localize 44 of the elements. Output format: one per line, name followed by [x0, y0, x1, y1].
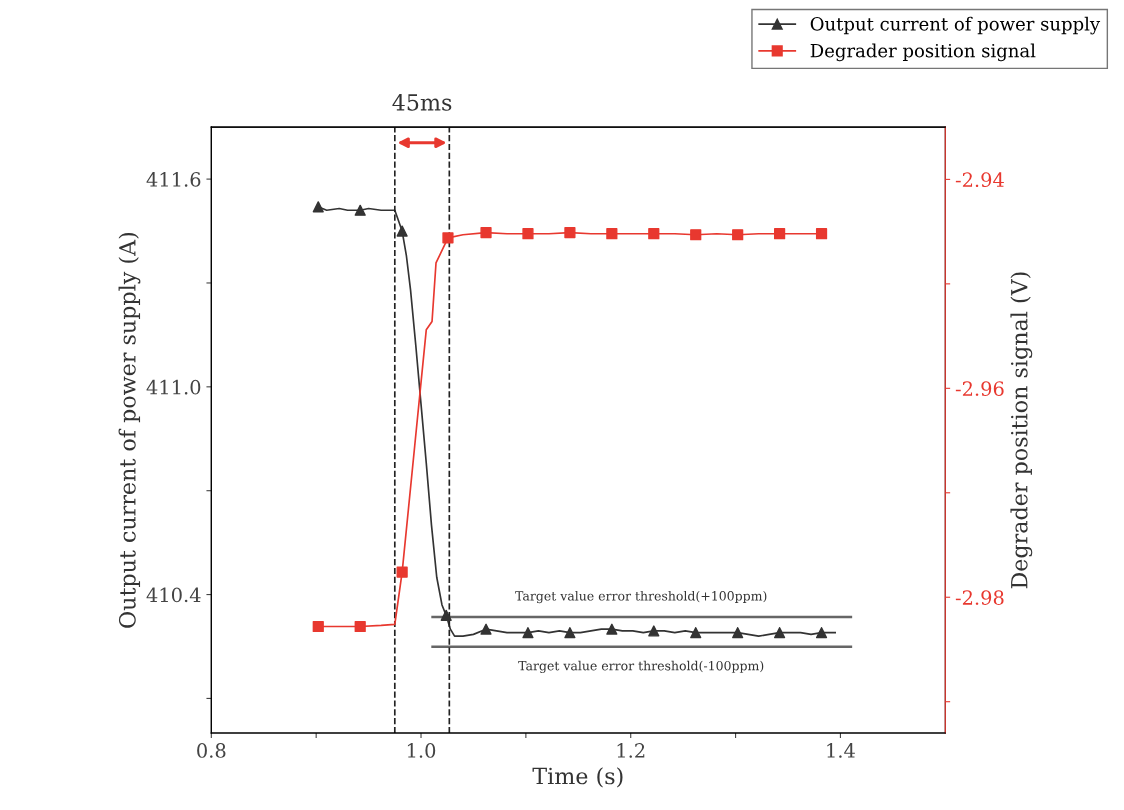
- point: [480, 623, 492, 635]
- point: [648, 625, 660, 637]
- point: [732, 627, 744, 639]
- point: [564, 227, 576, 239]
- y-tick-label: 410.4: [146, 587, 201, 603]
- annotation: Target value error threshold(+100ppm): [515, 590, 767, 604]
- x-tick-label: 1.4: [827, 743, 855, 758]
- point: [522, 627, 534, 639]
- point: [606, 228, 618, 240]
- y2-axis-title: Degrader position signal (V): [1010, 272, 1033, 589]
- y-axis-title: Output current of power supply (A): [118, 232, 141, 628]
- y2-tick-label: -2.98: [955, 590, 1004, 605]
- point: [815, 228, 828, 240]
- point: [396, 566, 408, 578]
- point: [606, 623, 618, 635]
- point: [522, 228, 534, 240]
- y-tick-label: 411.0: [146, 379, 201, 395]
- point: [774, 627, 786, 639]
- y2-tick-label: -2.96: [955, 381, 1004, 396]
- y2-tick-label: -2.94: [955, 172, 1004, 188]
- point: [648, 228, 660, 240]
- point: [440, 609, 452, 621]
- point: [312, 201, 324, 213]
- x-axis-title: Time (s): [532, 767, 623, 788]
- point: [354, 620, 366, 633]
- point: [690, 627, 702, 639]
- x-tick-label: 1.2: [617, 743, 645, 758]
- point: [690, 229, 702, 241]
- point: [815, 627, 828, 639]
- point: [732, 229, 744, 241]
- point: [564, 627, 576, 639]
- point: [774, 228, 786, 240]
- y-tick-label: 411.6: [146, 172, 201, 187]
- text: 45ms: [392, 93, 452, 111]
- legend-label: Degrader position signal: [810, 43, 1036, 62]
- point: [354, 204, 366, 216]
- annotation: Target value error threshold(-100ppm): [518, 660, 764, 674]
- point: [480, 227, 492, 239]
- point: [442, 232, 454, 244]
- x-tick-label: 1.0: [407, 743, 436, 758]
- point: [396, 225, 408, 237]
- legend-label: Output current of power supply: [810, 16, 1101, 35]
- point: [312, 620, 324, 633]
- x-tick-label: 0.8: [197, 743, 226, 758]
